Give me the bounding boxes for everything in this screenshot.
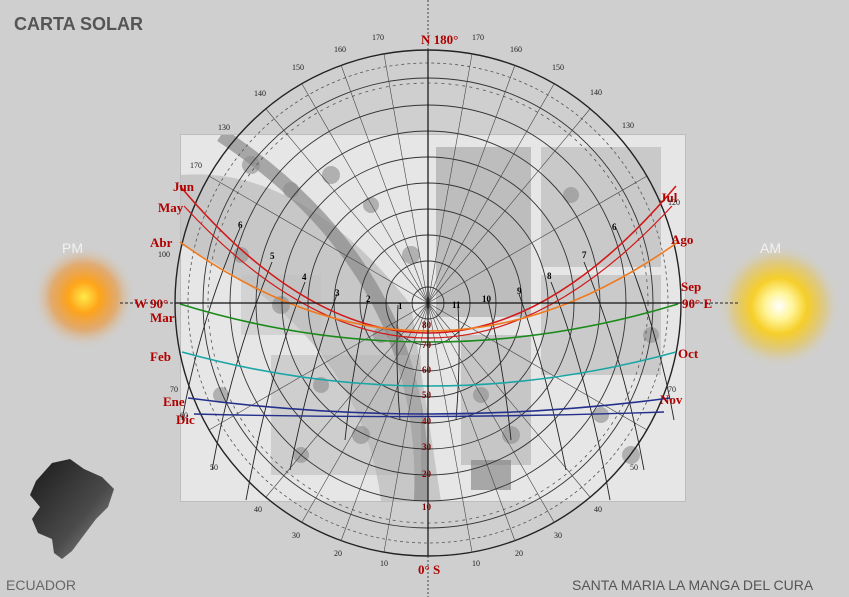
hour-label: 7 [582, 250, 587, 260]
am-sun-icon [717, 244, 841, 368]
altitude-label: 50 [422, 390, 432, 400]
month-label: Abr [150, 235, 173, 250]
hour-labels: 1 2 3 4 5 6 7 8 9 10 11 6 [238, 220, 617, 311]
azimuth-label: 50 [210, 463, 218, 472]
altitude-label: 70 [422, 340, 432, 350]
month-label: Ene [163, 394, 185, 409]
hour-label: 4 [302, 272, 307, 282]
month-label: Jun [173, 179, 195, 194]
month-label: Oct [678, 346, 699, 361]
azimuth-label: 70 [668, 385, 676, 394]
azimuth-label: 30 [292, 531, 300, 540]
hour-lines [181, 227, 675, 501]
hour-label: 3 [335, 288, 340, 298]
east-label: 90° E [682, 296, 712, 311]
hour-label: 5 [270, 251, 275, 261]
location-label: SANTA MARIA LA MANGA DEL CURA [572, 577, 814, 593]
azimuth-label: 10 [472, 559, 480, 568]
azimuth-label: 50 [630, 463, 638, 472]
month-label: Feb [150, 349, 171, 364]
month-label: Ago [671, 232, 693, 247]
altitude-label: 20 [422, 469, 432, 479]
country-label: ECUADOR [6, 577, 77, 593]
azimuth-label: 70 [170, 385, 178, 394]
sun-path-april [179, 241, 679, 332]
azimuth-label: 130 [622, 121, 634, 130]
hour-label: 6 [238, 220, 243, 230]
month-label: Mar [150, 310, 175, 325]
azimuth-label: 160 [334, 45, 346, 54]
hour-label: 8 [547, 271, 552, 281]
month-label: Jul [660, 190, 678, 205]
month-label: Dic [176, 412, 195, 427]
hour-label: 9 [517, 286, 522, 296]
azimuth-label: 40 [254, 505, 262, 514]
altitude-label: 40 [422, 416, 432, 426]
hour-label: 10 [482, 294, 492, 304]
altitude-label: 60 [422, 365, 432, 375]
month-label: Sep [681, 279, 701, 294]
altitude-label: 30 [422, 442, 432, 452]
hour-label: 2 [366, 294, 371, 304]
month-label: May [158, 200, 184, 215]
site-plan-image [180, 129, 686, 502]
azimuth-label: 100 [158, 250, 170, 259]
site-plan-graphic [181, 129, 685, 502]
azimuth-label: 150 [552, 63, 564, 72]
azimuth-label: 170 [190, 161, 202, 170]
azimuth-label: 20 [334, 549, 342, 558]
altitude-labels: 80 70 60 50 40 30 20 10 [422, 320, 432, 512]
month-label: Nov [660, 392, 683, 407]
azimuth-label: 120 [668, 198, 680, 207]
azimuth-label: 40 [594, 505, 602, 514]
hour-label: 11 [452, 300, 461, 310]
pm-sun-icon [32, 245, 136, 349]
chart-title: CARTA SOLAR [14, 14, 143, 34]
azimuth-label: 170 [472, 33, 484, 42]
azimuth-label: 130 [218, 123, 230, 132]
hour-label: 1 [398, 301, 403, 311]
altitude-label: 80 [422, 320, 432, 330]
azimuth-labels: 170 160 150 140 130 120 170 160 150 140 … [158, 33, 680, 568]
azimuth-label: 150 [292, 63, 304, 72]
month-labels-left: Jun May Abr Mar Feb Ene Dic [150, 179, 195, 427]
pm-label: PM [62, 240, 83, 256]
azimuth-label: 140 [254, 89, 266, 98]
azimuth-label: 30 [554, 531, 562, 540]
altitude-label: 10 [422, 502, 432, 512]
north-label: N 180° [421, 32, 458, 47]
azimuth-label: 60 [180, 411, 188, 420]
south-label: 0° S [418, 562, 440, 577]
azimuth-label: 160 [510, 45, 522, 54]
month-labels-right: Jul Ago Sep Oct Nov [660, 190, 701, 407]
azimuth-label: 140 [590, 88, 602, 97]
svg-text:6: 6 [612, 222, 617, 232]
west-label: W 90° [134, 296, 168, 311]
am-label: AM [760, 240, 781, 256]
azimuth-label: 10 [380, 559, 388, 568]
ecuador-map-icon [30, 459, 114, 559]
azimuth-label: 170 [372, 33, 384, 42]
azimuth-label: 20 [515, 549, 523, 558]
